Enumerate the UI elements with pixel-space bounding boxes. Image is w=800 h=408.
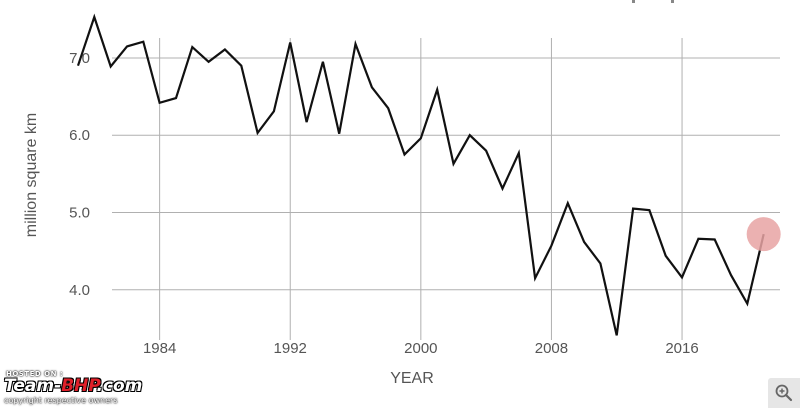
zoom-button[interactable]	[768, 378, 800, 408]
y-axis-title: million square km	[23, 113, 40, 237]
y-axis-ticks: 4.05.06.07.0	[69, 50, 90, 299]
x-tick-label: 2000	[404, 340, 437, 357]
highlight-marker	[746, 217, 781, 252]
watermark-logo: Team-BHP.com	[4, 376, 142, 396]
watermark-copyright: copyright respective owners	[4, 396, 118, 405]
x-tick-label: 2008	[535, 340, 568, 357]
series-line	[76, 13, 765, 336]
header-fragment-mark	[671, 0, 674, 3]
cropped-header-text	[632, 0, 674, 3]
watermark-hosted-label: HOSTED ON :	[6, 370, 64, 378]
x-tick-label: 1992	[274, 340, 307, 357]
x-tick-label: 1984	[143, 340, 176, 357]
y-tick-label: 6.0	[69, 127, 90, 144]
grid-lines	[112, 38, 780, 340]
series-group	[76, 13, 765, 336]
watermark-brand-part2: BHP	[61, 376, 97, 396]
x-tick-label: 2016	[665, 340, 698, 357]
watermark: HOSTED ON : Team-BHP.com copyright respe…	[4, 368, 204, 408]
highlight-group	[746, 217, 781, 252]
header-fragment-mark	[632, 0, 635, 3]
x-axis-ticks: 1984 1992 2000 2008 2016	[143, 340, 699, 357]
watermark-brand-part1: Team-	[4, 376, 62, 396]
x-axis-title: YEAR	[390, 370, 434, 387]
zoom-in-icon	[775, 384, 793, 402]
y-tick-label: 4.0	[69, 282, 90, 299]
y-tick-label: 5.0	[69, 205, 90, 222]
watermark-brand-part3: .com	[96, 376, 143, 396]
